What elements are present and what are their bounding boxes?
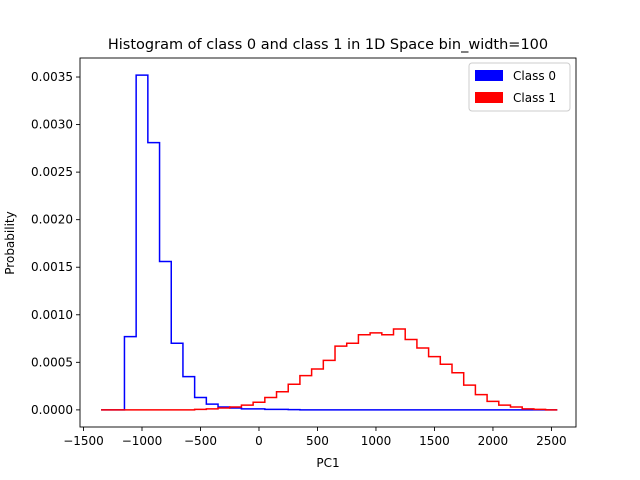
x-tick-label: 1500 <box>419 434 450 448</box>
legend: Class 0 Class 1 <box>468 62 571 112</box>
y-axis: 0.0000 0.0005 0.0010 0.0015 0.0020 0.0025 0.00… <box>31 70 80 417</box>
y-tick-label: 0.0025 <box>31 165 73 179</box>
y-tick-label: 0.0030 <box>31 118 73 132</box>
legend-swatch-class-1 <box>475 92 503 103</box>
x-axis: −1500 −1000 −500 0 500 1000 1500 2000 2500 <box>63 427 567 448</box>
y-tick-label: 0.0000 <box>31 403 73 417</box>
y-tick-label: 0.0010 <box>31 308 73 322</box>
y-axis-label: Probability <box>3 211 17 274</box>
y-tick-label: 0.0020 <box>31 213 73 227</box>
series-layer <box>101 74 558 411</box>
x-tick-label: 2000 <box>478 434 509 448</box>
y-tick-label: 0.0035 <box>31 70 73 84</box>
legend-label-class-0: Class 0 <box>513 69 556 83</box>
series-line-class-0 <box>101 74 558 411</box>
x-tick-label: −1500 <box>63 434 104 448</box>
legend-swatch-class-0 <box>475 70 503 81</box>
y-tick-label: 0.0015 <box>31 260 73 274</box>
series-line-class-1 <box>101 328 558 411</box>
y-tick-label: 0.0005 <box>31 355 73 369</box>
legend-label-class-1: Class 1 <box>513 91 556 105</box>
x-tick-label: −500 <box>184 434 217 448</box>
x-tick-label: 2500 <box>536 434 567 448</box>
x-tick-label: 0 <box>255 434 263 448</box>
x-tick-label: 1000 <box>361 434 392 448</box>
x-tick-label: −1000 <box>122 434 163 448</box>
chart-title: Histogram of class 0 and class 1 in 1D S… <box>108 37 548 53</box>
plot-area <box>79 57 577 428</box>
axes-frame <box>79 57 577 428</box>
x-tick-label: 500 <box>306 434 329 448</box>
x-axis-label: PC1 <box>316 456 339 470</box>
